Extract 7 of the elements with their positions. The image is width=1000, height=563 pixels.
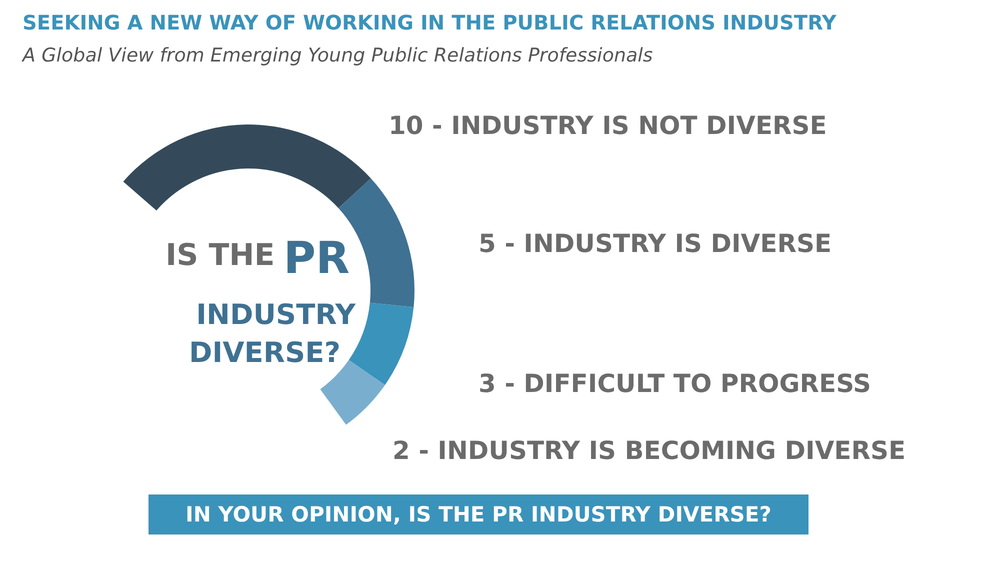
slice-label: 10 - INDUSTRY IS NOT DIVERSE [388, 111, 827, 140]
chart-subtitle: A Global View from Emerging Young Public Relations Professionals [20, 44, 653, 66]
text: IN YOUR OPINION, IS THE PR INDUSTRY DIVERSE? [186, 502, 772, 526]
chart-title: SEEKING A NEW WAY OF WORKING IN THE PUBLIC RELATIONS INDUSTRY [22, 10, 837, 34]
slice-label: 2 - INDUSTRY IS BECOMING DIVERSE [392, 436, 906, 465]
slice-label: 5 - INDUSTRY IS DIVERSE [478, 229, 832, 258]
slice-label: 3 - DIFFICULT TO PROGRESS [478, 369, 871, 398]
